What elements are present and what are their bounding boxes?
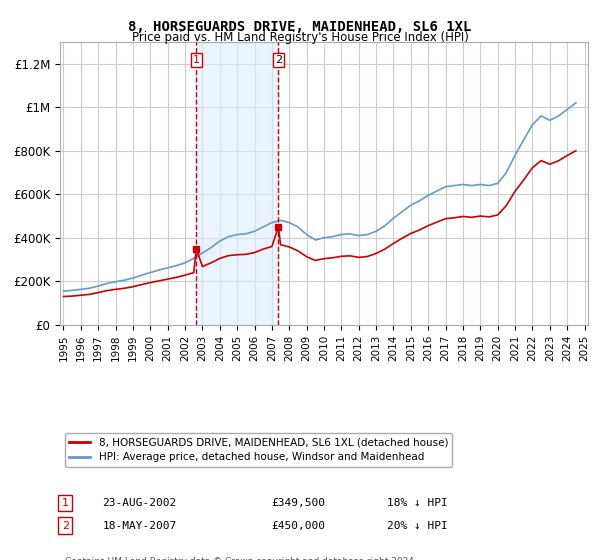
Bar — [196, 42, 278, 325]
Text: Contains HM Land Registry data © Crown copyright and database right 2024.: Contains HM Land Registry data © Crown c… — [65, 557, 417, 560]
Text: 8, HORSEGUARDS DRIVE, MAIDENHEAD, SL6 1XL: 8, HORSEGUARDS DRIVE, MAIDENHEAD, SL6 1X… — [128, 20, 472, 34]
Text: 1: 1 — [62, 498, 69, 508]
Text: 18-MAY-2007: 18-MAY-2007 — [102, 521, 176, 530]
Text: 23-AUG-2002: 23-AUG-2002 — [102, 498, 176, 508]
Text: 18% ↓ HPI: 18% ↓ HPI — [388, 498, 448, 508]
Text: 2: 2 — [275, 55, 282, 65]
Text: 1: 1 — [193, 55, 200, 65]
Legend: 8, HORSEGUARDS DRIVE, MAIDENHEAD, SL6 1XL (detached house), HPI: Average price, : 8, HORSEGUARDS DRIVE, MAIDENHEAD, SL6 1X… — [65, 433, 452, 466]
Text: £349,500: £349,500 — [271, 498, 325, 508]
Text: Price paid vs. HM Land Registry's House Price Index (HPI): Price paid vs. HM Land Registry's House … — [131, 31, 469, 44]
Text: £450,000: £450,000 — [271, 521, 325, 530]
Text: 20% ↓ HPI: 20% ↓ HPI — [388, 521, 448, 530]
Text: 2: 2 — [62, 521, 69, 530]
